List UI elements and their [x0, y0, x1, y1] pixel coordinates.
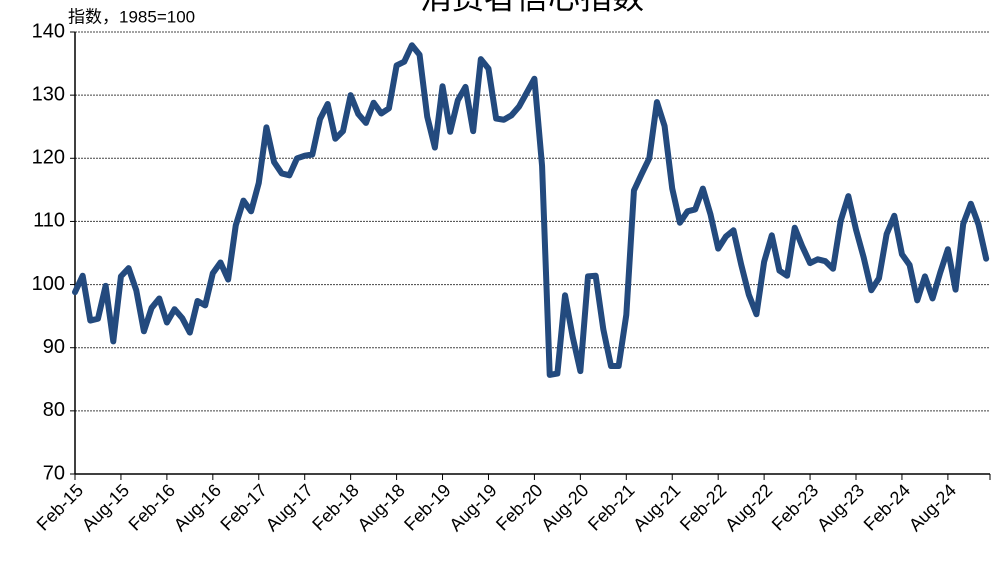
x-tick-label: Feb-18 — [308, 480, 362, 534]
data-line — [72, 42, 990, 378]
x-tick-label: Aug-23 — [813, 480, 868, 535]
chart-title: 消费者信心指数 — [420, 0, 644, 15]
y-tick-label: 70 — [43, 462, 65, 484]
x-tick-label: Feb-19 — [400, 480, 454, 534]
x-tick-label: Aug-16 — [170, 480, 225, 535]
x-tick-label: Feb-23 — [768, 480, 822, 534]
x-tick-label: Aug-20 — [537, 480, 592, 535]
x-tick-label: Feb-20 — [492, 480, 546, 534]
y-axis-label: 指数，1985=100 — [68, 7, 195, 26]
x-tick-label: Feb-24 — [860, 480, 914, 534]
x-tick-label: Aug-22 — [721, 480, 776, 535]
y-tick-label: 100 — [32, 273, 65, 295]
y-tick-label: 90 — [43, 336, 65, 358]
x-tick-label: Feb-16 — [125, 480, 179, 534]
x-tick-label: Aug-17 — [262, 480, 317, 535]
x-tick-label: Aug-18 — [354, 480, 409, 535]
x-tick-label: Feb-22 — [676, 480, 730, 534]
y-tick-label: 140 — [32, 20, 65, 42]
y-tick-label: 130 — [32, 83, 65, 105]
x-tick-label: Feb-17 — [216, 480, 270, 534]
x-tick-label: Aug-24 — [905, 480, 960, 535]
x-tick-label: Feb-15 — [33, 480, 87, 534]
x-tick-label: Aug-21 — [629, 480, 684, 535]
x-tick-label: Aug-15 — [78, 480, 133, 535]
y-tick-label: 110 — [33, 210, 65, 232]
y-tick-label: 120 — [32, 147, 65, 169]
x-tick-label: Aug-19 — [445, 480, 500, 535]
y-tick-label: 80 — [43, 399, 65, 421]
x-tick-label: Feb-21 — [584, 480, 638, 534]
